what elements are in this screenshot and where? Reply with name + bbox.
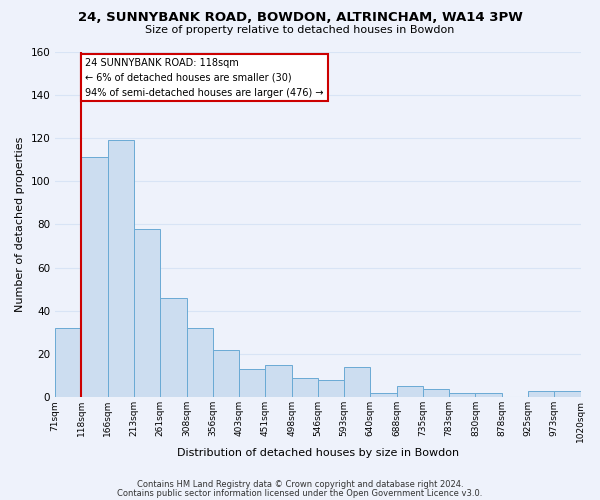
Y-axis label: Number of detached properties: Number of detached properties — [15, 136, 25, 312]
Bar — [292, 378, 318, 397]
Text: Contains public sector information licensed under the Open Government Licence v3: Contains public sector information licen… — [118, 489, 482, 498]
Text: 24 SUNNYBANK ROAD: 118sqm
← 6% of detached houses are smaller (30)
94% of semi-d: 24 SUNNYBANK ROAD: 118sqm ← 6% of detach… — [85, 58, 324, 98]
Bar — [423, 388, 449, 397]
Bar — [265, 365, 292, 397]
Bar — [475, 393, 502, 397]
Bar — [82, 158, 108, 397]
Text: 24, SUNNYBANK ROAD, BOWDON, ALTRINCHAM, WA14 3PW: 24, SUNNYBANK ROAD, BOWDON, ALTRINCHAM, … — [77, 11, 523, 24]
X-axis label: Distribution of detached houses by size in Bowdon: Distribution of detached houses by size … — [177, 448, 459, 458]
Bar — [239, 369, 265, 397]
Bar — [449, 393, 475, 397]
Bar — [213, 350, 239, 397]
Bar — [108, 140, 134, 397]
Text: Size of property relative to detached houses in Bowdon: Size of property relative to detached ho… — [145, 25, 455, 35]
Bar — [55, 328, 82, 397]
Bar — [318, 380, 344, 397]
Bar — [554, 390, 581, 397]
Bar — [528, 390, 554, 397]
Bar — [160, 298, 187, 397]
Bar — [344, 367, 370, 397]
Bar — [397, 386, 423, 397]
Text: Contains HM Land Registry data © Crown copyright and database right 2024.: Contains HM Land Registry data © Crown c… — [137, 480, 463, 489]
Bar — [370, 393, 397, 397]
Bar — [187, 328, 213, 397]
Bar — [134, 228, 160, 397]
